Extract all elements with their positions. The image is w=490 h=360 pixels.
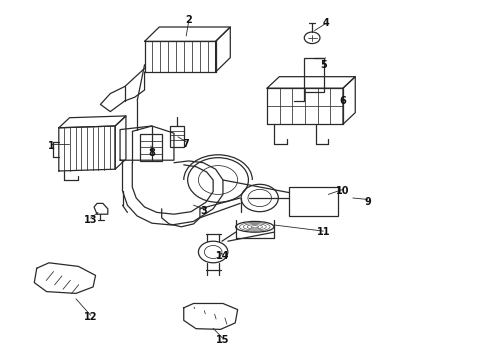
Text: 10: 10: [336, 186, 350, 196]
Bar: [289, 187, 338, 216]
Bar: [140, 134, 162, 161]
Text: 9: 9: [364, 197, 371, 207]
Text: 12: 12: [84, 312, 98, 322]
Text: 4: 4: [322, 18, 329, 28]
Text: 15: 15: [216, 335, 230, 345]
Text: 8: 8: [148, 148, 155, 158]
Text: 6: 6: [340, 96, 346, 106]
Text: 1: 1: [48, 141, 55, 151]
Text: 7: 7: [183, 139, 190, 149]
Bar: [170, 126, 184, 147]
Bar: [304, 58, 324, 92]
Text: 3: 3: [200, 206, 207, 216]
Text: 14: 14: [216, 251, 230, 261]
Text: 11: 11: [317, 227, 330, 237]
Text: 2: 2: [185, 15, 192, 25]
Text: 5: 5: [320, 60, 327, 70]
Text: 13: 13: [84, 215, 98, 225]
